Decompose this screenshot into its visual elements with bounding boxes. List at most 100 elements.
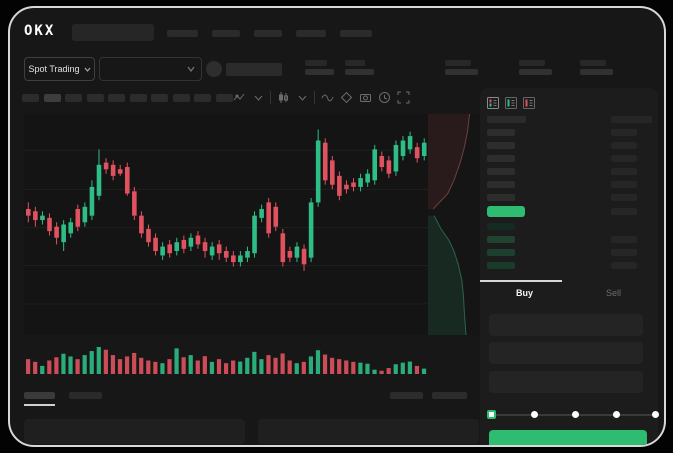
timeframe-pill-0[interactable] [22, 94, 39, 102]
stat-label-placeholder [305, 60, 327, 66]
timeframe-pill-5[interactable] [129, 94, 147, 102]
timeframe-pill-7[interactable] [172, 94, 190, 102]
nav-item-4[interactable] [340, 30, 372, 37]
bid-row-0[interactable] [480, 223, 658, 230]
chevron-down-icon[interactable] [251, 90, 265, 104]
ticker-stat-2 [445, 60, 478, 80]
price-placeholder [487, 142, 515, 149]
bottom-tab-1[interactable] [69, 392, 102, 399]
okx-logo: OKX [24, 23, 56, 39]
nav-item-3[interactable] [296, 30, 326, 37]
pair-dropdown[interactable] [99, 57, 202, 81]
search-input[interactable] [72, 24, 154, 41]
timeframe-pill-6[interactable] [151, 94, 168, 102]
ask-row-3[interactable] [480, 168, 658, 175]
amount-placeholder [611, 208, 637, 215]
panel-drag-handle[interactable] [480, 280, 562, 282]
amount-placeholder [611, 194, 637, 201]
nav-item-2[interactable] [254, 30, 282, 37]
candle-style-icon[interactable] [276, 90, 290, 104]
ask-row-5[interactable] [480, 194, 658, 201]
bottom-panel-0 [24, 419, 245, 444]
compare-icon[interactable] [320, 90, 334, 104]
market-type-label: Spot Trading [28, 64, 80, 74]
stat-label-placeholder [580, 60, 606, 66]
timeframe-pill-9[interactable] [215, 94, 233, 102]
candlestick-chart[interactable] [24, 114, 428, 335]
slider-stop-2[interactable] [572, 411, 579, 418]
amount-placeholder [611, 142, 637, 149]
slider-stop-4[interactable] [651, 411, 659, 418]
trade-tabs: Buy Sell [480, 282, 658, 304]
slider-stop-3[interactable] [613, 411, 620, 418]
stat-value-placeholder [519, 69, 552, 75]
stat-value-placeholder [445, 69, 478, 75]
timeframe-pill-2[interactable] [65, 94, 82, 102]
book-bids-icon[interactable] [505, 96, 517, 109]
amount-placeholder [611, 249, 637, 256]
slider-stop-0[interactable] [487, 410, 496, 419]
bottom-panel-1 [258, 419, 479, 444]
timeframe-pill-3[interactable] [86, 94, 104, 102]
orderbook-view-toggles [487, 96, 535, 109]
trade-tab-buy[interactable]: Buy [515, 288, 533, 298]
price-placeholder [487, 236, 515, 243]
price-placeholder [487, 249, 515, 256]
app-window: OKX Spot Trading Buy Sell [8, 6, 666, 447]
bid-row-3[interactable] [480, 262, 658, 269]
stat-label-placeholder [519, 60, 545, 66]
bottom-action-0[interactable] [390, 392, 423, 399]
toolbar-separator [314, 90, 315, 104]
price-placeholder [487, 116, 526, 123]
ask-row-1[interactable] [480, 142, 658, 149]
nav-item-1[interactable] [212, 30, 240, 37]
amount-placeholder [611, 262, 637, 269]
timeframe-pill-1[interactable] [43, 94, 61, 102]
timeframe-pill-8[interactable] [194, 94, 211, 102]
history-icon[interactable] [377, 90, 391, 104]
amount-placeholder [611, 116, 652, 123]
price-placeholder [487, 262, 515, 269]
pair-name-placeholder [226, 63, 282, 76]
top-nav [167, 30, 372, 37]
slider-stop-1[interactable] [531, 411, 538, 418]
camera-icon[interactable] [358, 90, 372, 104]
nav-item-0[interactable] [167, 30, 198, 37]
fullscreen-icon[interactable] [396, 90, 410, 104]
book-asks-icon[interactable] [523, 96, 535, 109]
ask-row-2[interactable] [480, 155, 658, 162]
last-price-badge[interactable] [487, 206, 525, 217]
amount-placeholder [611, 236, 637, 243]
trade-tab-sell[interactable]: Sell [605, 288, 621, 298]
bottom-tab-0[interactable] [24, 392, 55, 399]
orderbook-header[interactable] [480, 116, 658, 123]
ask-row-4[interactable] [480, 181, 658, 188]
trade-input-1[interactable] [489, 342, 643, 364]
last-price-row[interactable] [480, 208, 658, 215]
market-type-selector[interactable]: Spot Trading [24, 57, 95, 81]
tag-icon[interactable] [339, 90, 353, 104]
ask-row-0[interactable] [480, 129, 658, 136]
trade-input-2[interactable] [489, 371, 643, 393]
price-placeholder [487, 223, 515, 230]
book-combined-icon[interactable] [487, 96, 499, 109]
trend-line-icon[interactable] [232, 90, 246, 104]
active-tab-underline [24, 404, 55, 406]
pair-coin-avatar [206, 61, 222, 77]
amount-placeholder [611, 168, 637, 175]
price-placeholder [487, 168, 515, 175]
orderbook-trade-card: Buy Sell [480, 88, 659, 445]
timeframe-pill-4[interactable] [108, 94, 125, 102]
bid-row-2[interactable] [480, 249, 658, 256]
stat-value-placeholder [345, 69, 374, 75]
chevron-down-icon [84, 67, 90, 72]
bottom-action-1[interactable] [432, 392, 467, 399]
trade-input-0[interactable] [489, 314, 643, 336]
chevron-down-icon[interactable] [295, 90, 309, 104]
buy-submit-button[interactable] [489, 430, 647, 445]
stat-label-placeholder [345, 60, 365, 66]
chart-tools [232, 90, 410, 104]
price-placeholder [487, 194, 515, 201]
bid-row-1[interactable] [480, 236, 658, 243]
ticker-stat-4 [580, 60, 613, 80]
